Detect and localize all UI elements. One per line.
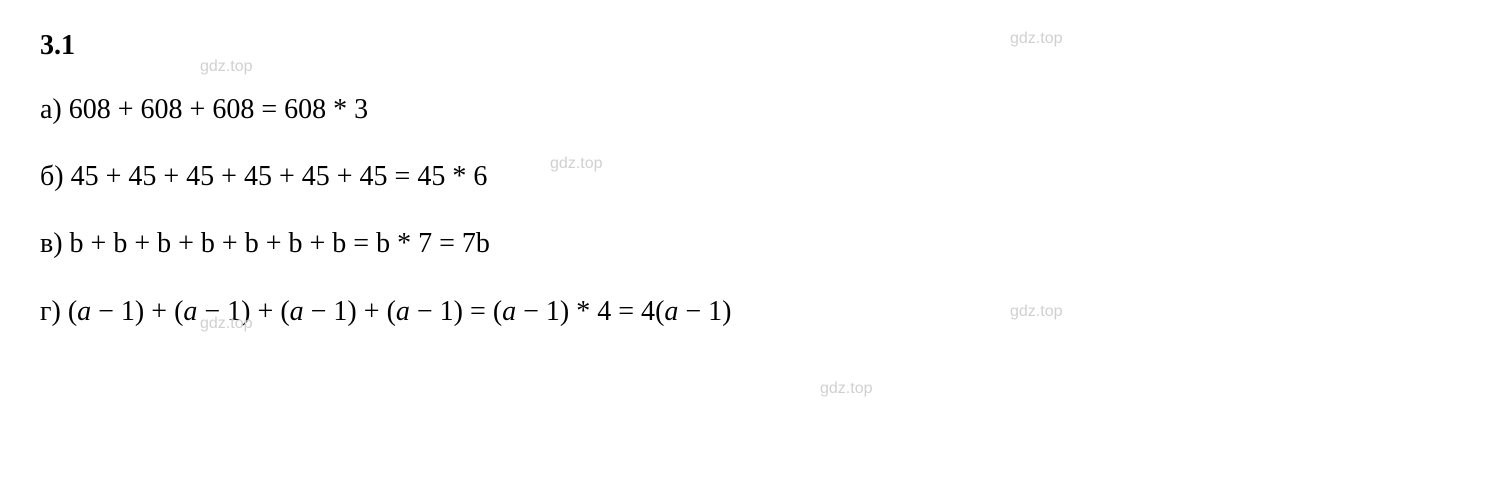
equation-line-a: а) 608 + 608 + 608 = 608 * 3 (40, 90, 1463, 129)
label-a: а) (40, 94, 62, 125)
expr-d-2-var: a (183, 296, 197, 327)
expr-d-plus3: + (357, 296, 387, 327)
expr-d-2-open: ( (174, 296, 183, 327)
equation-line-c: в) b + b + b + b + b + b + b = b * 7 = 7… (40, 224, 1463, 263)
label-d: г) (40, 296, 61, 327)
equation-line-b: б) 45 + 45 + 45 + 45 + 45 + 45 = 45 * 6 (40, 157, 1463, 196)
expr-d-times4: * 4 = 4 (569, 296, 655, 327)
equation-line-d: г) (a − 1) + (a − 1) + (a − 1) + (a − 1)… (40, 292, 1463, 331)
expr-d-eq1: = (463, 296, 493, 327)
problem-number: 3.1 (40, 30, 1463, 62)
expression-a: 608 + 608 + 608 = 608 * 3 (69, 94, 368, 125)
watermark-5: gdz.top (820, 380, 872, 398)
expr-d-1-close: − 1) (91, 296, 144, 327)
expression-c: b + b + b + b + b + b + b = b * 7 = 7b (70, 228, 490, 259)
expr-d-4-open: ( (387, 296, 396, 327)
label-c: в) (40, 228, 63, 259)
expr-d-3-close: − 1) (304, 296, 357, 327)
expr-d-plus1: + (144, 296, 174, 327)
expr-d-6-close: − 1) (678, 296, 731, 327)
expr-d-4-close: − 1) (410, 296, 463, 327)
expression-b: 45 + 45 + 45 + 45 + 45 + 45 = 45 * 6 (71, 161, 488, 192)
expr-d-4-var: a (396, 296, 410, 327)
expr-d-6-open: ( (655, 296, 664, 327)
expr-d-1-var: a (77, 296, 91, 327)
expr-d-5-open: ( (493, 296, 502, 327)
expr-d-plus2: + (251, 296, 281, 327)
expr-d-5-var: a (502, 296, 516, 327)
expr-d-1-open: ( (68, 296, 77, 327)
expr-d-3-open: ( (280, 296, 289, 327)
label-b: б) (40, 161, 64, 192)
expr-d-6-var: a (664, 296, 678, 327)
expr-d-2-close: − 1) (197, 296, 250, 327)
expr-d-5-close: − 1) (516, 296, 569, 327)
expr-d-3-var: a (290, 296, 304, 327)
